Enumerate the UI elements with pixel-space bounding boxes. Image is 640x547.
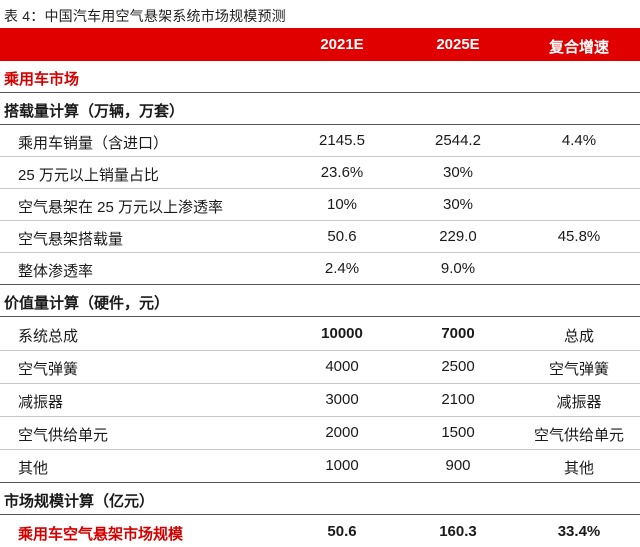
table-row: 减振器 3000 2100 减振器 <box>0 384 640 415</box>
table-row: 乘用车销量（含进口） 2145.5 2544.2 4.4% <box>0 125 640 156</box>
value-2021e: 2000 <box>325 424 359 441</box>
value-cagr: 总成 <box>563 328 594 345</box>
table-row: 其他 1000 900 其他 <box>0 450 640 481</box>
table-row-market-size: 乘用车空气悬架市场规模 50.6 160.3 33.4% <box>0 516 640 547</box>
section-label: 搭载量计算（万辆，万套） <box>4 103 185 120</box>
value-2025e: 1500 <box>441 424 475 441</box>
row-label: 整体渗透率 <box>18 263 94 280</box>
value-2025e: 229.0 <box>439 228 477 245</box>
divider <box>0 124 640 125</box>
section-label: 市场规模计算（亿元） <box>4 493 155 510</box>
value-cagr: 空气供给单元 <box>533 427 624 444</box>
value-2025e: 9.0% <box>440 260 476 277</box>
section-passenger-market: 乘用车市场 <box>0 61 640 92</box>
row-label: 25 万元以上销量占比 <box>18 167 159 184</box>
value-cagr: 其他 <box>563 460 594 477</box>
value-2021e: 4000 <box>325 358 359 375</box>
section-volume: 搭载量计算（万辆，万套） <box>0 93 640 124</box>
value-2021e: 23.6% <box>320 164 364 181</box>
value-cagr: 4.4% <box>561 132 597 149</box>
value-2021e: 2145.5 <box>319 132 365 149</box>
value-2025e: 30% <box>442 196 474 213</box>
divider <box>0 350 640 351</box>
value-2025e: 900 <box>445 457 471 474</box>
section-market: 市场规模计算（亿元） <box>0 483 640 514</box>
divider <box>0 316 640 317</box>
value-2025e: 160.3 <box>439 523 477 540</box>
table-row: 整体渗透率 2.4% 9.0% <box>0 253 640 284</box>
value-cagr: 33.4% <box>557 523 601 540</box>
value-2021e: 10% <box>326 196 358 213</box>
divider <box>0 284 640 285</box>
value-2021e: 10000 <box>321 325 363 342</box>
table-row: 系统总成 10000 7000 总成 <box>0 318 640 349</box>
table-row: 25 万元以上销量占比 23.6% 30% <box>0 157 640 188</box>
header-2025e: 2025E <box>436 36 480 53</box>
row-label: 空气弹簧 <box>18 361 79 378</box>
table-row: 空气弹簧 4000 2500 空气弹簧 <box>0 351 640 382</box>
table-row: 空气悬架在 25 万元以上渗透率 10% 30% <box>0 189 640 220</box>
section-label: 乘用车市场 <box>4 71 80 88</box>
row-label: 减振器 <box>18 394 64 411</box>
divider <box>0 383 640 384</box>
row-label: 乘用车空气悬架市场规模 <box>18 526 184 543</box>
value-2025e: 2500 <box>441 358 475 375</box>
value-2025e: 2100 <box>441 391 475 408</box>
divider <box>0 514 640 515</box>
divider <box>0 449 640 450</box>
divider <box>0 252 640 253</box>
table-header: 2021E 2025E 复合增速 <box>0 28 640 61</box>
header-2021e: 2021E <box>320 36 364 53</box>
value-2025e: 7000 <box>441 325 475 342</box>
divider <box>0 482 640 483</box>
header-cagr: 复合增速 <box>548 39 609 56</box>
row-label: 其他 <box>18 460 49 477</box>
value-cagr: 45.8% <box>557 228 601 245</box>
divider <box>0 92 640 93</box>
value-cagr: 空气弹簧 <box>548 361 609 378</box>
row-label: 系统总成 <box>18 328 79 345</box>
divider <box>0 156 640 157</box>
row-label: 空气悬架在 25 万元以上渗透率 <box>18 199 224 216</box>
section-label: 价值量计算（硬件，元） <box>4 295 170 312</box>
value-2025e: 2544.2 <box>435 132 481 149</box>
value-2025e: 30% <box>442 164 474 181</box>
divider <box>0 220 640 221</box>
value-2021e: 3000 <box>325 391 359 408</box>
section-value: 价值量计算（硬件，元） <box>0 285 640 316</box>
table-row: 空气悬架搭载量 50.6 229.0 45.8% <box>0 221 640 252</box>
value-2021e: 50.6 <box>327 523 357 540</box>
divider <box>0 416 640 417</box>
table-caption: 表 4：中国汽车用空气悬架系统市场规模预测 <box>4 8 286 24</box>
value-2021e: 50.6 <box>327 228 357 245</box>
divider <box>0 188 640 189</box>
row-label: 空气供给单元 <box>18 427 109 444</box>
table-row: 空气供给单元 2000 1500 空气供给单元 <box>0 417 640 448</box>
row-label: 空气悬架搭载量 <box>18 231 124 248</box>
value-cagr: 减振器 <box>556 394 602 411</box>
value-2021e: 1000 <box>325 457 359 474</box>
row-label: 乘用车销量（含进口） <box>18 135 169 152</box>
value-2021e: 2.4% <box>324 260 360 277</box>
